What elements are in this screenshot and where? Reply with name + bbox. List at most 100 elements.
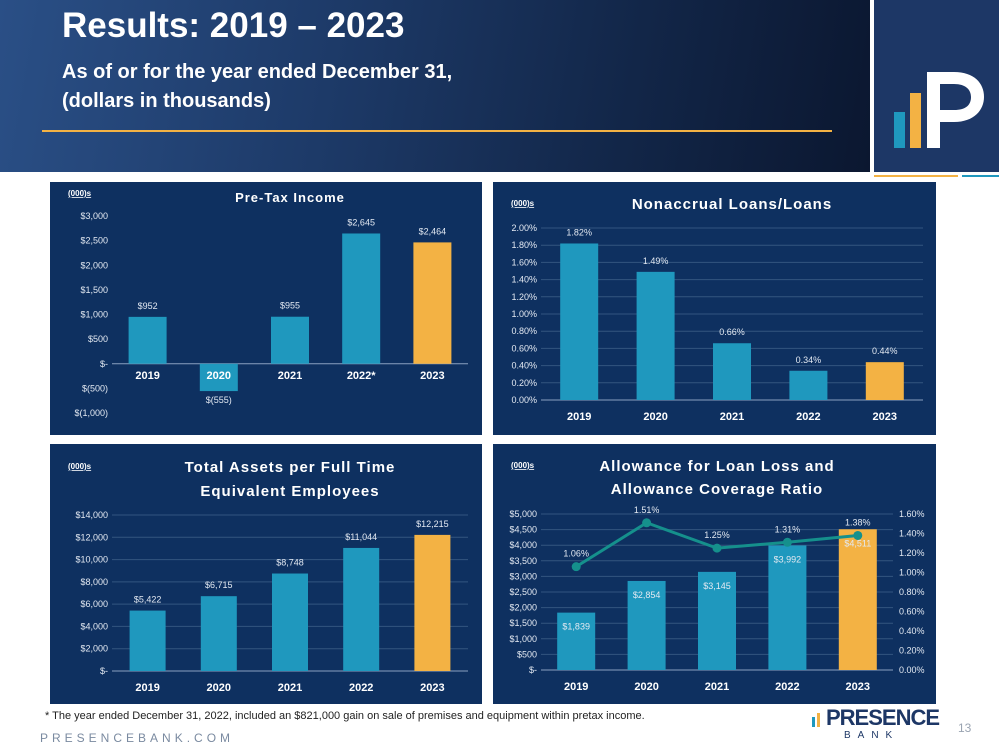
footnote: * The year ended December 31, 2022, incl…	[45, 710, 645, 722]
bar	[636, 271, 675, 400]
x-tick-label: 2022*	[347, 370, 376, 382]
y-tick-label: $3,500	[509, 556, 537, 566]
data-label: 1.49%	[643, 256, 669, 266]
line-point	[642, 518, 652, 528]
y-tick-label: $10,000	[75, 555, 108, 565]
y2-tick-label: 1.60%	[899, 509, 925, 519]
y-tick-label: $4,000	[80, 621, 108, 631]
bar	[865, 362, 904, 400]
y2-tick-label: 0.20%	[899, 646, 925, 656]
data-label: $(555)	[206, 395, 232, 405]
chart-svg: (000)s Pre-Tax Income $(1,000) $(500) $- $500…	[68, 189, 468, 418]
data-label: $2,854	[633, 590, 661, 600]
x-tick-label: 2020	[634, 681, 658, 693]
x-tick-label: 2019	[564, 681, 588, 693]
data-label: $2,464	[419, 226, 447, 236]
x-tick-label: 2022	[349, 682, 373, 694]
y-tick-label: $6,000	[80, 599, 108, 609]
y-tick-label: $8,000	[80, 577, 108, 587]
y2-tick-label: 1.40%	[899, 529, 925, 539]
bar	[627, 580, 666, 670]
x-tick-label: 2021	[278, 682, 302, 694]
x-tick-label: 2019	[567, 411, 591, 423]
y-tick-label: $3,000	[80, 211, 108, 221]
y-tick-label: $1,000	[80, 310, 108, 320]
y-tick-label: $5,000	[509, 509, 537, 519]
y-tick-label: $2,500	[80, 236, 108, 246]
y-tick-label: $4,500	[509, 525, 537, 535]
bar	[838, 529, 877, 670]
y-tick-label: 0.00%	[511, 395, 537, 405]
x-tick-label: 2019	[135, 370, 159, 382]
brand-logo-box	[874, 0, 999, 172]
data-label: 0.44%	[872, 346, 898, 356]
bar	[342, 233, 381, 364]
chart-title: Equivalent Employees	[200, 483, 379, 500]
x-tick-label: 2023	[846, 681, 870, 693]
y-tick-label: 0.40%	[511, 361, 537, 371]
x-tick-label: 2022	[775, 681, 799, 693]
y2-tick-label: 0.40%	[899, 626, 925, 636]
y-tick-label: $1,500	[509, 618, 537, 628]
y-tick-label: $2,500	[509, 587, 537, 597]
y-tick-label: $2,000	[509, 603, 537, 613]
y-tick-label: $(1,000)	[74, 408, 108, 418]
y-tick-label: $2,000	[80, 644, 108, 654]
brand-bars-icon	[812, 713, 820, 727]
data-label: $5,422	[134, 595, 162, 605]
y-tick-label: 1.60%	[511, 257, 537, 267]
y-tick-label: $14,000	[75, 510, 108, 520]
unit-label: (000)s	[511, 461, 535, 470]
chart-title: Total Assets per Full Time	[185, 459, 396, 476]
chart-title: Nonaccrual Loans/Loans	[632, 196, 832, 213]
line-point	[712, 543, 722, 553]
website-url[interactable]: PRESENCEBANK.COM	[40, 731, 235, 745]
y-tick-label: 0.80%	[511, 326, 537, 336]
line-label: 1.38%	[845, 517, 871, 527]
data-label: $952	[138, 301, 158, 311]
y2-tick-label: 0.60%	[899, 607, 925, 617]
data-label: $8,748	[276, 558, 304, 568]
bar	[271, 316, 309, 364]
bar	[199, 363, 238, 392]
y2-tick-label: 1.00%	[899, 568, 925, 578]
data-label: 0.34%	[796, 355, 822, 365]
y-tick-label: 1.20%	[511, 292, 537, 302]
unit-label: (000)s	[68, 462, 92, 471]
logo-accent-blue	[962, 175, 999, 177]
x-tick-label: 2019	[135, 682, 159, 694]
y-tick-label: 1.40%	[511, 275, 537, 285]
line-label: 1.31%	[775, 524, 801, 534]
data-label: $6,715	[205, 580, 233, 590]
x-tick-label: 2021	[705, 681, 729, 693]
chart-svg: (000)s Allowance for Loan Loss and Allowan…	[509, 458, 925, 693]
chart-title: Allowance Coverage Ratio	[611, 481, 823, 498]
page-title: Results: 2019 – 2023	[62, 6, 405, 45]
bar	[413, 242, 452, 364]
x-tick-label: 2023	[873, 411, 897, 423]
x-tick-label: 2021	[720, 411, 744, 423]
chart-title: Allowance for Loan Loss and	[599, 458, 834, 475]
x-tick-label: 2020	[643, 411, 667, 423]
brand-name: PRESENCE	[826, 705, 940, 730]
data-label: 1.82%	[566, 227, 592, 237]
bar	[128, 316, 167, 364]
y-tick-label: $1,500	[80, 285, 108, 295]
page-subtitle: As of or for the year ended December 31,…	[62, 58, 452, 116]
data-label: $955	[280, 301, 300, 311]
y-tick-label: $-	[529, 665, 537, 675]
data-label: $1,839	[562, 622, 590, 632]
y-tick-label: $500	[517, 649, 537, 659]
y-tick-label: 0.60%	[511, 343, 537, 353]
y-tick-label: $4,000	[509, 540, 537, 550]
nonaccrual-loans-chart: (000)s Nonaccrual Loans/Loans 0.00% 0.20% 0.…	[493, 182, 936, 435]
data-label: $2,645	[347, 217, 375, 227]
bar	[557, 612, 596, 670]
total-assets-per-fte-chart: (000)s Total Assets per Full Time Equivale…	[50, 444, 482, 704]
bar	[713, 343, 751, 400]
bar	[414, 534, 451, 671]
page-number: 13	[958, 721, 972, 735]
line-label: 1.06%	[563, 549, 589, 559]
y-tick-label: $3,000	[509, 571, 537, 581]
y2-tick-label: 1.20%	[899, 548, 925, 558]
